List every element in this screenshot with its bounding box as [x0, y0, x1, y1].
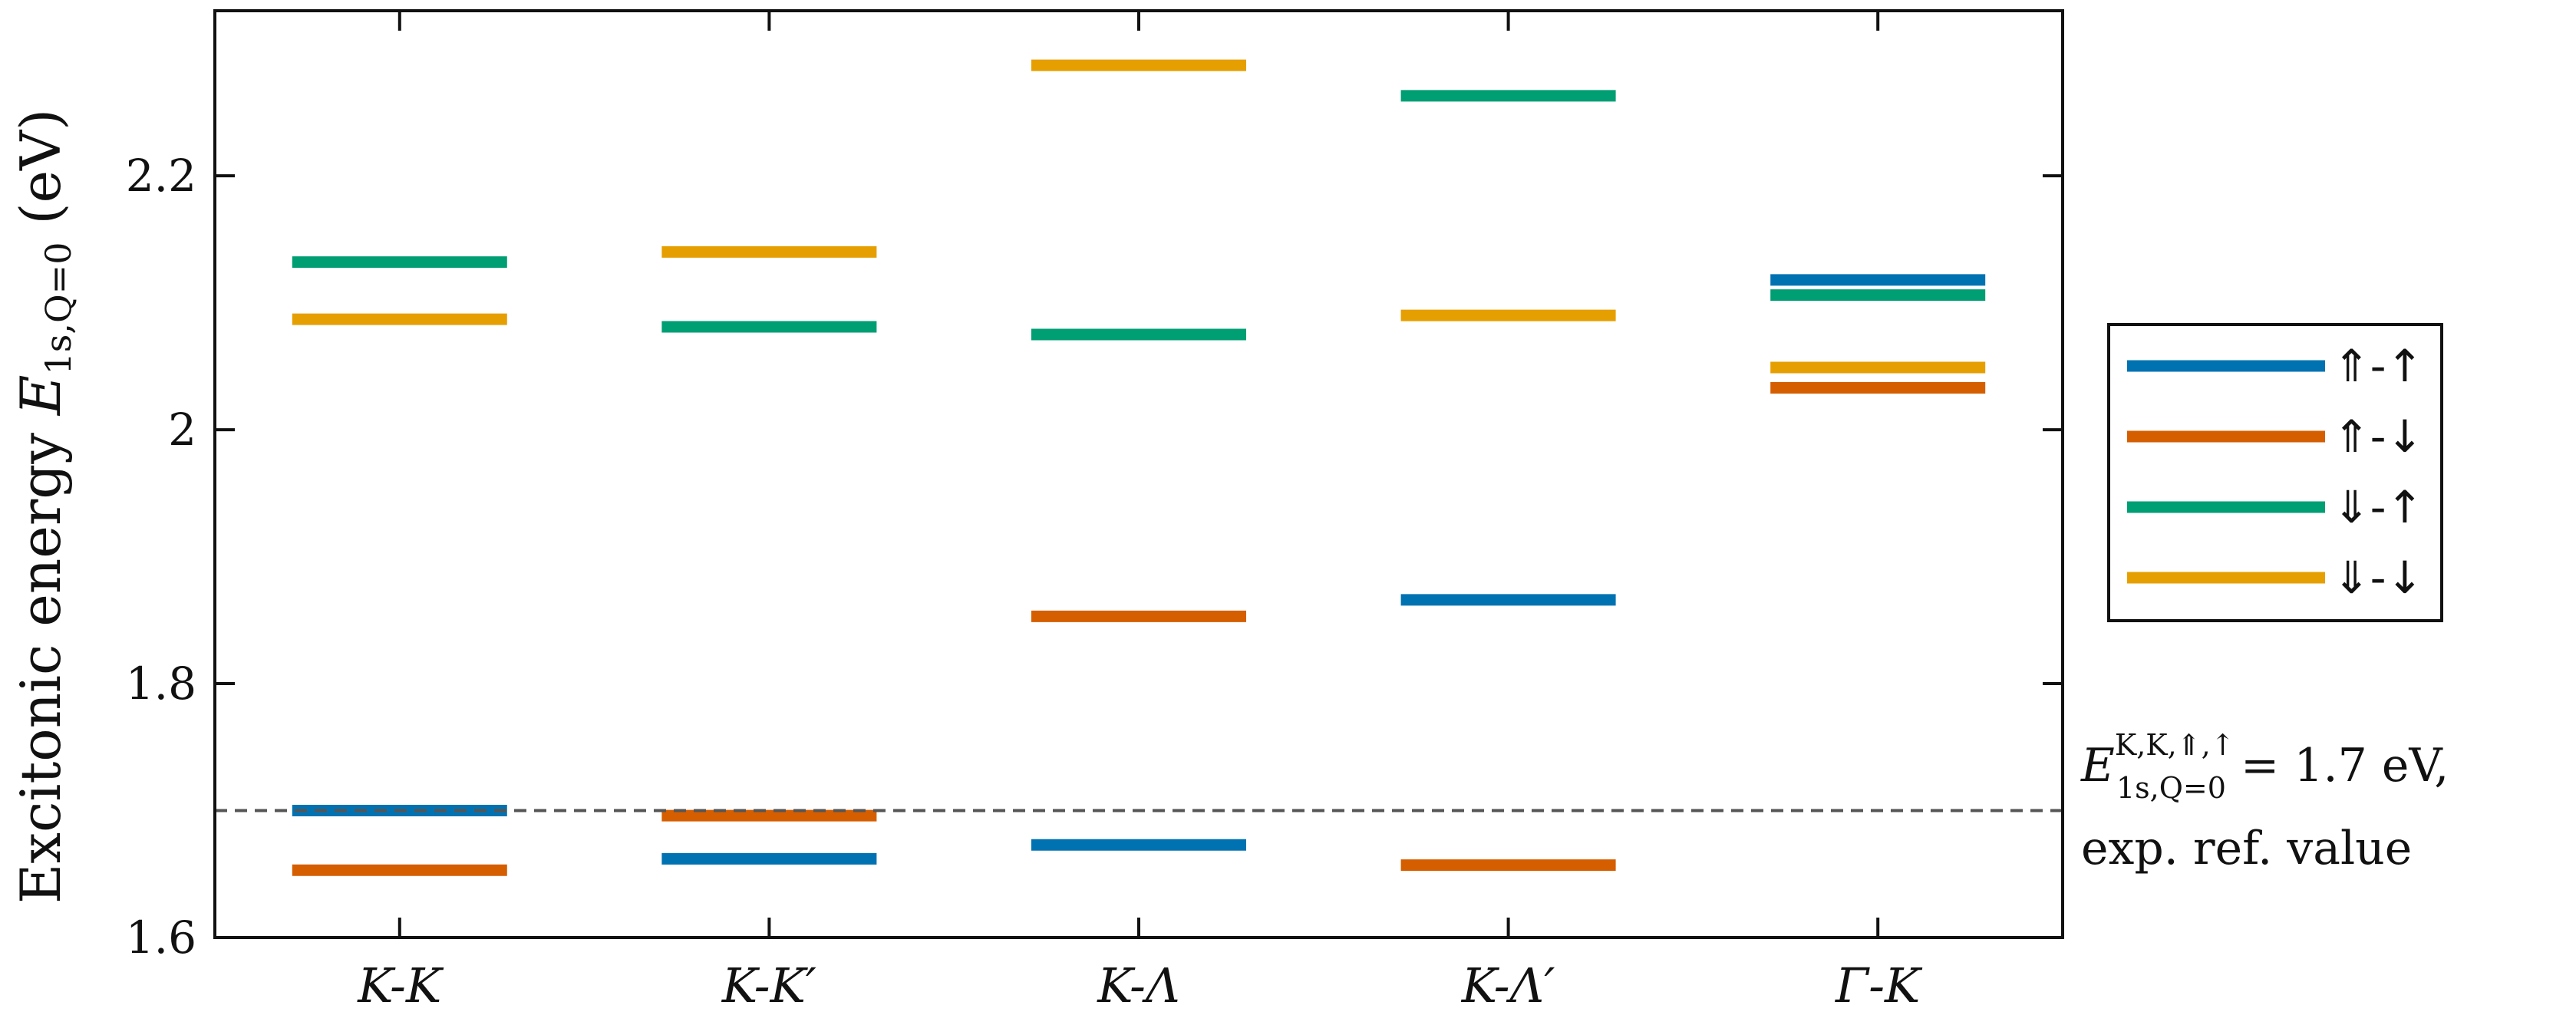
y-axis-label: Excitonic energy E1s,Q=0 (eV): [8, 109, 79, 904]
reference-label-line2: exp. ref. value: [2081, 822, 2412, 875]
y-tick-label-2: 2: [168, 404, 196, 456]
y-axis-label-unit: (eV): [8, 109, 73, 242]
y-axis-label-symbol: E: [8, 375, 73, 417]
y-axis-label-main: Excitonic energy: [8, 415, 73, 904]
x-category-label-4: Γ-K: [1835, 957, 1923, 1013]
legend-label-2: ⇓-↑: [2333, 481, 2423, 533]
plot-frame: [213, 9, 2064, 939]
legend-label-1: ⇑-↓: [2333, 410, 2423, 463]
energy-levels: [292, 59, 1986, 876]
y-ticks: 1.6 1.8 2 2.2: [126, 150, 2063, 964]
y-tick-label-0: 1.6: [126, 911, 196, 964]
reference-label-symbol: E: [2080, 739, 2115, 793]
legend: ⇑-↑ ⇑-↓ ⇓-↑ ⇓-↓: [2107, 323, 2443, 622]
y-tick-label-3: 2.2: [126, 150, 196, 202]
reference-label-subscript: 1s,Q=0: [2116, 771, 2226, 805]
x-category-label-1: K-K′: [721, 957, 816, 1013]
reference-label-superscript: K,K,⇑,↑: [2115, 728, 2235, 762]
x-category-label-0: K-K: [357, 957, 444, 1013]
legend-box: [2107, 323, 2443, 622]
x-category-labels: K-K K-K′ K-Λ K-Λ′ Γ-K: [357, 11, 1923, 1013]
y-tick-label-1: 1.8: [126, 658, 196, 710]
reference-annotation: EK,K,⇑,↑ 1s,Q=0 = 1.7 eV, exp. ref. value: [2080, 728, 2449, 875]
reference-label-line1: EK,K,⇑,↑ 1s,Q=0 = 1.7 eV,: [2080, 728, 2449, 805]
legend-label-3: ⇓-↓: [2333, 552, 2423, 604]
y-axis-label-subscript: 1s,Q=0: [38, 242, 79, 375]
x-category-label-3: K-Λ′: [1461, 957, 1555, 1013]
reference-label-value: = 1.7 eV,: [2226, 739, 2449, 793]
legend-label-0: ⇑-↑: [2333, 340, 2423, 392]
x-category-label-2: K-Λ: [1097, 957, 1180, 1013]
